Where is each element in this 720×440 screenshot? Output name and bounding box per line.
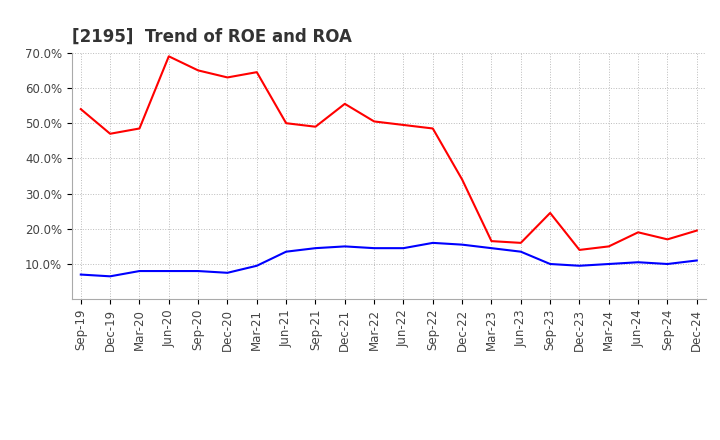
ROE <box>428 126 437 131</box>
ROE <box>194 68 202 73</box>
ROA <box>135 268 144 274</box>
Line: ROA: ROA <box>81 243 697 276</box>
ROE <box>458 177 467 182</box>
ROA <box>428 240 437 246</box>
ROA <box>458 242 467 247</box>
ROA <box>282 249 290 254</box>
ROE <box>223 75 232 80</box>
ROA <box>76 272 85 277</box>
ROA <box>106 274 114 279</box>
ROA <box>399 246 408 251</box>
ROE <box>370 119 379 124</box>
ROA <box>370 246 379 251</box>
ROA <box>164 268 173 274</box>
ROA <box>194 268 202 274</box>
ROA <box>516 249 525 254</box>
ROA <box>663 261 672 267</box>
Line: ROE: ROE <box>81 56 697 250</box>
ROE <box>605 244 613 249</box>
ROA <box>253 263 261 268</box>
ROA <box>634 260 642 265</box>
ROE <box>282 121 290 126</box>
ROA <box>546 261 554 267</box>
ROE <box>693 228 701 233</box>
ROA <box>311 246 320 251</box>
ROE <box>341 101 349 106</box>
ROE <box>487 238 496 244</box>
ROE <box>135 126 144 131</box>
ROE <box>76 106 85 112</box>
ROA <box>605 261 613 267</box>
ROE <box>253 70 261 75</box>
ROE <box>663 237 672 242</box>
ROE <box>634 230 642 235</box>
ROE <box>546 210 554 216</box>
ROA <box>341 244 349 249</box>
Text: [2195]  Trend of ROE and ROA: [2195] Trend of ROE and ROA <box>72 28 352 46</box>
ROE <box>311 124 320 129</box>
ROE <box>106 131 114 136</box>
ROA <box>223 270 232 275</box>
ROE <box>399 122 408 128</box>
ROE <box>164 54 173 59</box>
ROE <box>516 240 525 246</box>
ROA <box>693 258 701 263</box>
ROA <box>575 263 584 268</box>
ROE <box>575 247 584 253</box>
ROA <box>487 246 496 251</box>
